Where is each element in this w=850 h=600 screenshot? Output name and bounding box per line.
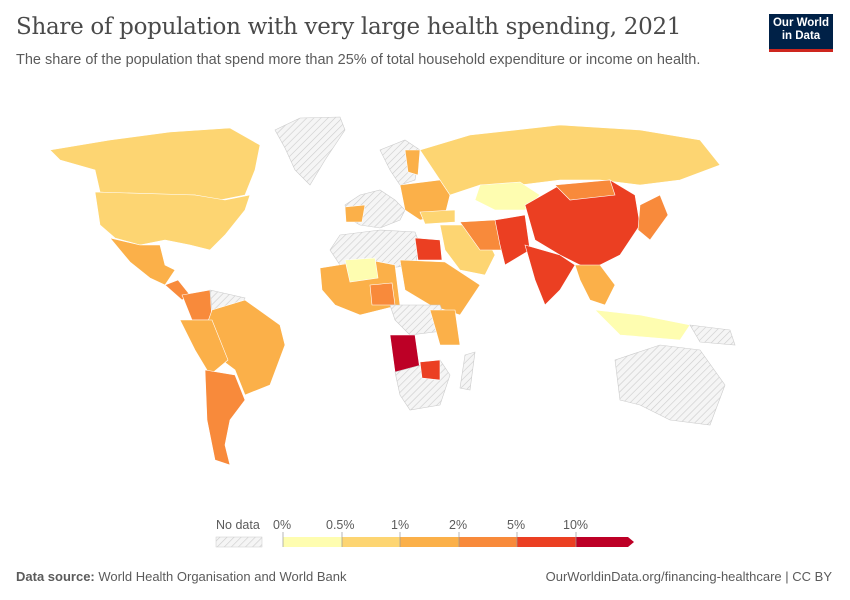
region-usa [94, 191, 251, 251]
region-zimbabwe [419, 359, 441, 381]
chart-subtitle: The share of the population that spend m… [16, 52, 701, 68]
region-russia [419, 124, 721, 196]
region-australia [614, 344, 726, 426]
source-text: World Health Organisation and World Bank [98, 569, 347, 584]
region-sudan-horn [399, 259, 481, 316]
region-greenland [274, 116, 346, 186]
legend-tick: 5% [507, 518, 525, 532]
legend-tick: 2% [449, 518, 467, 532]
region-png [689, 324, 736, 346]
legend: No data 0% 0.5% 1% 2% 5% 10% [215, 518, 634, 548]
region-indonesia-philippines [594, 309, 691, 341]
region-nigeria [369, 282, 396, 306]
region-india [524, 244, 576, 306]
source-link[interactable]: OurWorldinData.org/financing-healthcare … [545, 569, 832, 584]
region-egypt [414, 237, 443, 261]
region-spain [344, 204, 366, 223]
region-east-africa [429, 309, 461, 346]
region-finland [404, 149, 421, 176]
region-mexico [109, 237, 176, 286]
legend-bin-1 [342, 537, 400, 547]
legend-bin-2 [400, 537, 459, 547]
legend-tick: 10% [563, 518, 588, 532]
legend-bin-4 [517, 537, 576, 547]
region-mongolia [554, 179, 616, 201]
legend-bin-3 [459, 537, 517, 547]
countries [49, 116, 736, 466]
region-turkey [419, 209, 456, 225]
legend-no-data-label: No data [216, 518, 260, 532]
region-southeast-asia [574, 264, 616, 306]
region-japan-korea [637, 194, 669, 241]
legend-bin-0 [283, 537, 342, 547]
chart-title: Share of population with very large heal… [16, 14, 682, 40]
legend-bin-5 [576, 537, 634, 547]
region-colombia [181, 289, 213, 321]
legend-tick: 0% [273, 518, 291, 532]
region-peru-bolivia [179, 319, 229, 376]
legend-no-data-swatch [215, 536, 263, 548]
region-canada [49, 127, 261, 201]
region-madagascar [459, 351, 476, 391]
region-argentina-chile [204, 369, 246, 466]
source-label: Data source: [16, 569, 95, 584]
owid-logo[interactable]: Our World in Data [769, 14, 833, 52]
legend-tick: 0.5% [326, 518, 355, 532]
region-afghanistan-pakistan [494, 214, 531, 266]
logo-text: Our World in Data [772, 17, 829, 42]
legend-tick: 1% [391, 518, 409, 532]
region-sahel [344, 257, 379, 283]
data-source: Data source: World Health Organisation a… [16, 569, 346, 584]
region-kazakhstan [474, 181, 541, 211]
